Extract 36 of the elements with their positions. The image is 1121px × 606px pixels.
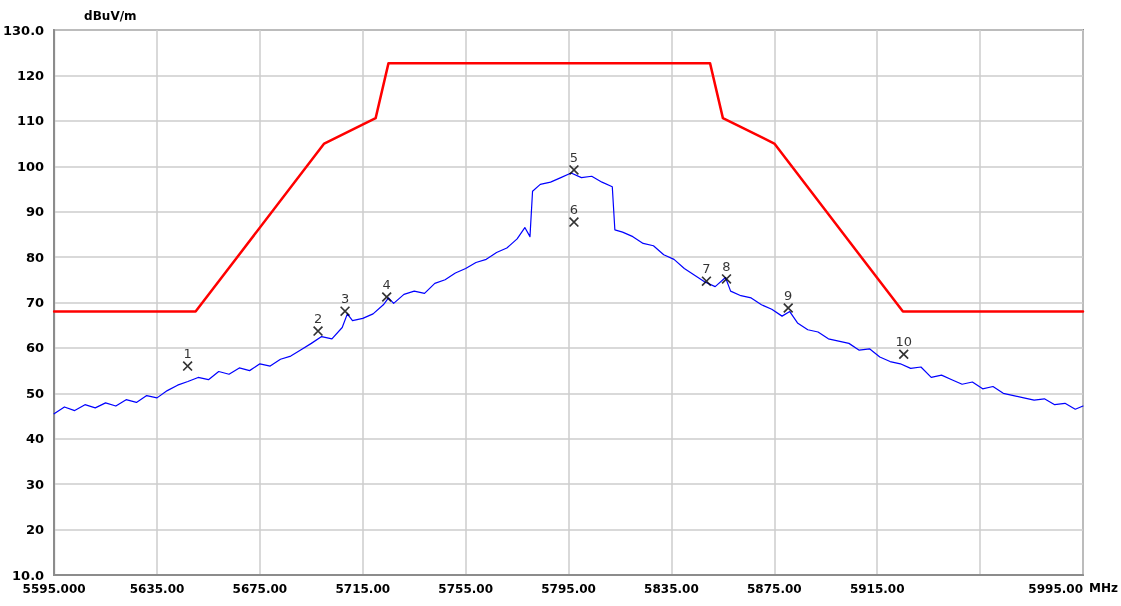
y-tick-label: 40	[26, 431, 45, 447]
line-series	[52, 61, 1085, 313]
y-tick-label: 130.0	[3, 22, 45, 38]
annotation: 6	[569, 202, 579, 218]
y-tick-label: 90	[26, 204, 45, 220]
x-tick-label: 5795.00	[541, 582, 596, 596]
y-tick-label: 10.0	[12, 567, 45, 583]
y-tick-label: 70	[26, 295, 45, 310]
x-tick-label: 5715.00	[335, 582, 391, 596]
x-tick-label: 5675.00	[232, 582, 288, 596]
annotation: 3	[340, 291, 350, 307]
y-tick-label: 50	[26, 385, 45, 401]
y-tick-label: 60	[26, 340, 45, 356]
y-tick-label: 120	[16, 67, 45, 83]
x-axis-title: MHz	[1089, 581, 1118, 595]
x-tick-label: 5995.00	[1028, 582, 1083, 596]
x-tick-label: 5915.00	[849, 582, 905, 596]
y-tick-label: 30	[26, 476, 45, 492]
x-tick-label: 5835.00	[644, 582, 699, 596]
annotation: 7	[702, 261, 711, 277]
annotation: 1	[183, 346, 192, 362]
x-tick-label: 5595.000	[22, 582, 86, 596]
annotation: 2	[313, 311, 323, 327]
y-tick-label: 80	[26, 249, 45, 265]
y-tick-label: 20	[26, 522, 45, 538]
x-tick-label: 5875.00	[747, 582, 802, 596]
annotation: 5	[569, 149, 579, 165]
annotation: 10	[895, 334, 912, 350]
y-tick-label: 100	[16, 158, 45, 174]
x-tick-label: 5755.00	[438, 582, 493, 596]
annotation: 8	[722, 258, 731, 274]
annotation: 4	[382, 277, 391, 293]
x-tick-label: 5635.00	[129, 582, 185, 596]
annotation: 9	[784, 287, 793, 303]
y-tick-label: 110	[16, 113, 45, 129]
y-axis-title: dBuV/m	[84, 9, 137, 23]
